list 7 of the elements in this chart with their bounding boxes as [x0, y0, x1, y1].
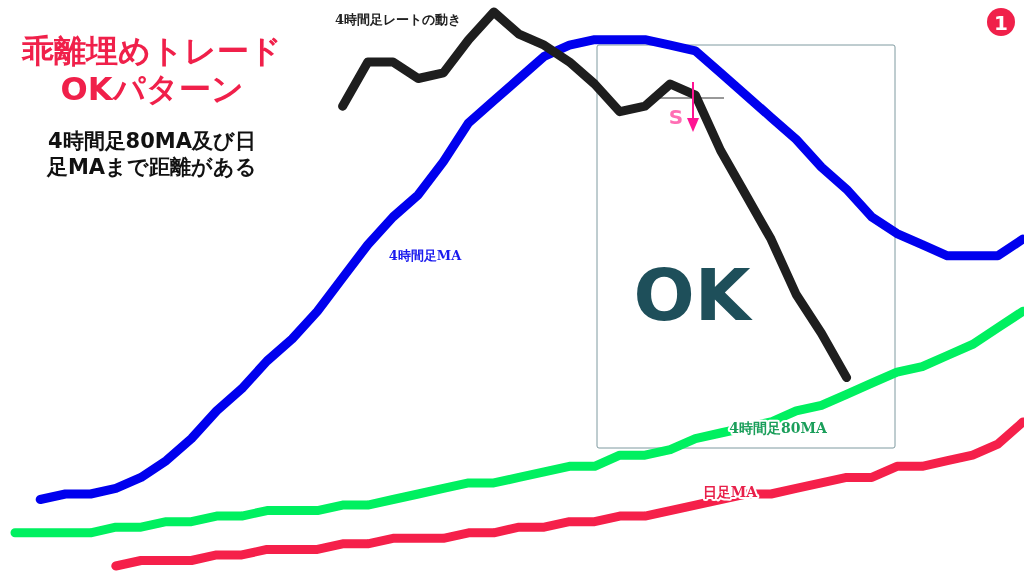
text: 4時間足80MA及び日足MAまで距離がある — [45, 129, 258, 179]
annotation: S — [668, 105, 684, 129]
series-label: 4時間足レートの動き — [334, 12, 462, 27]
series-label: 4時間足MA — [388, 248, 463, 263]
annotation: 1 — [994, 11, 1008, 35]
annotation: OK — [633, 253, 753, 337]
text: 乖離埋めトレードOKパターン — [21, 32, 282, 108]
